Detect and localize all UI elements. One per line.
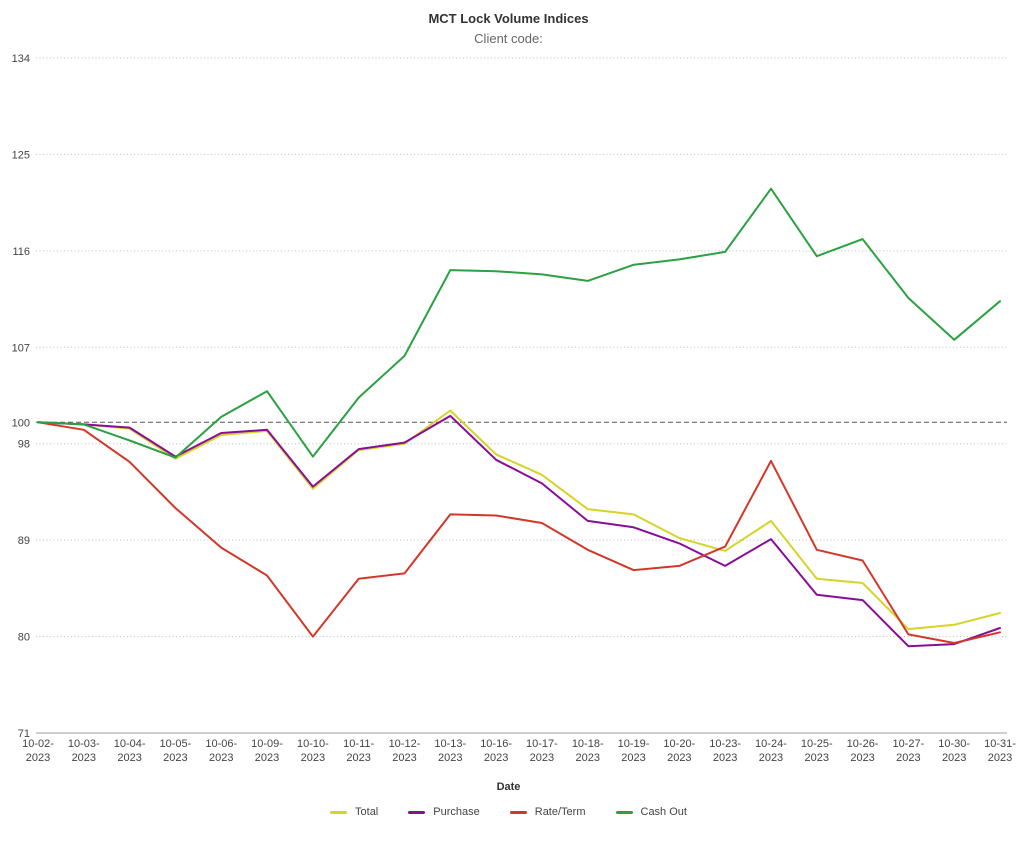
x-tick-label: 10-30-2023 bbox=[938, 738, 970, 764]
chart-legend: Total Purchase Rate/Term Cash Out bbox=[0, 806, 1017, 818]
x-tick-label: 10-11-2023 bbox=[343, 738, 374, 764]
y-tick-label: 100 bbox=[12, 417, 30, 429]
x-tick-label: 10-13-2023 bbox=[434, 738, 466, 764]
series-line-total bbox=[37, 409, 1001, 631]
x-tick-label: 10-04-2023 bbox=[114, 738, 146, 764]
x-tick-label: 10-24-2023 bbox=[755, 738, 787, 764]
legend-item-purchase: Purchase bbox=[408, 806, 480, 818]
chart-header: MCT Lock Volume Indices Client code: bbox=[0, 10, 1017, 48]
legend-swatch bbox=[330, 810, 348, 814]
legend-item-total: Total bbox=[330, 806, 378, 818]
x-tick-label: 10-10-2023 bbox=[297, 738, 329, 764]
x-tick-label: 10-17-2023 bbox=[526, 738, 558, 764]
series-line-rate-term bbox=[37, 421, 1001, 644]
series-line-cash-out bbox=[37, 187, 1001, 459]
series-line-purchase bbox=[37, 414, 1001, 648]
x-tick-label: 10-25-2023 bbox=[801, 738, 833, 764]
y-tick-label: 71 bbox=[18, 728, 30, 740]
legend-label: Purchase bbox=[433, 806, 480, 818]
legend-swatch bbox=[615, 810, 633, 814]
legend-item-rate-term: Rate/Term bbox=[509, 806, 586, 818]
x-axis-title: Date bbox=[496, 781, 521, 793]
legend-swatch bbox=[408, 810, 426, 814]
legend-swatch bbox=[509, 810, 527, 814]
x-tick-label: 10-19-2023 bbox=[618, 738, 650, 764]
x-tick-label: 10-06-2023 bbox=[205, 738, 237, 764]
legend-item-cash-out: Cash Out bbox=[615, 806, 687, 818]
x-tick-label: 10-31-2023 bbox=[984, 738, 1016, 764]
y-tick-label: 116 bbox=[12, 246, 30, 258]
legend-label: Rate/Term bbox=[534, 806, 586, 818]
x-tick-label: 10-12-2023 bbox=[389, 738, 421, 764]
x-tick-label: 10-03-2023 bbox=[68, 738, 100, 764]
y-tick-label: 107 bbox=[12, 342, 30, 354]
x-tick-label: 10-26-2023 bbox=[847, 738, 879, 764]
x-tick-label: 10-16-2023 bbox=[480, 738, 512, 764]
line-chart-svg: 71 80 89 98 107 116 125 134 100 10-02-2023 10-03-2… bbox=[12, 53, 1017, 764]
chart-subtitle: Client code: bbox=[474, 31, 543, 47]
x-tick-label: 10-20-2023 bbox=[663, 738, 695, 764]
chart-title: MCT Lock Volume Indices bbox=[428, 11, 589, 26]
x-tick-label: 10-09-2023 bbox=[251, 738, 283, 764]
x-tick-label: 10-27-2023 bbox=[892, 738, 924, 764]
y-tick-label: 89 bbox=[18, 535, 30, 547]
legend-label: Total bbox=[355, 806, 379, 818]
x-tick-label: 10-18-2023 bbox=[572, 738, 604, 764]
y-tick-label: 134 bbox=[12, 53, 30, 65]
y-tick-label: 98 bbox=[18, 439, 30, 451]
legend-label: Cash Out bbox=[640, 806, 687, 818]
y-tick-label: 80 bbox=[18, 632, 30, 644]
x-tick-label: 10-05-2023 bbox=[160, 738, 192, 764]
y-tick-label: 125 bbox=[12, 149, 30, 161]
x-tick-label: 10-02-2023 bbox=[22, 738, 54, 764]
x-tick-label: 10-23-2023 bbox=[709, 738, 741, 764]
